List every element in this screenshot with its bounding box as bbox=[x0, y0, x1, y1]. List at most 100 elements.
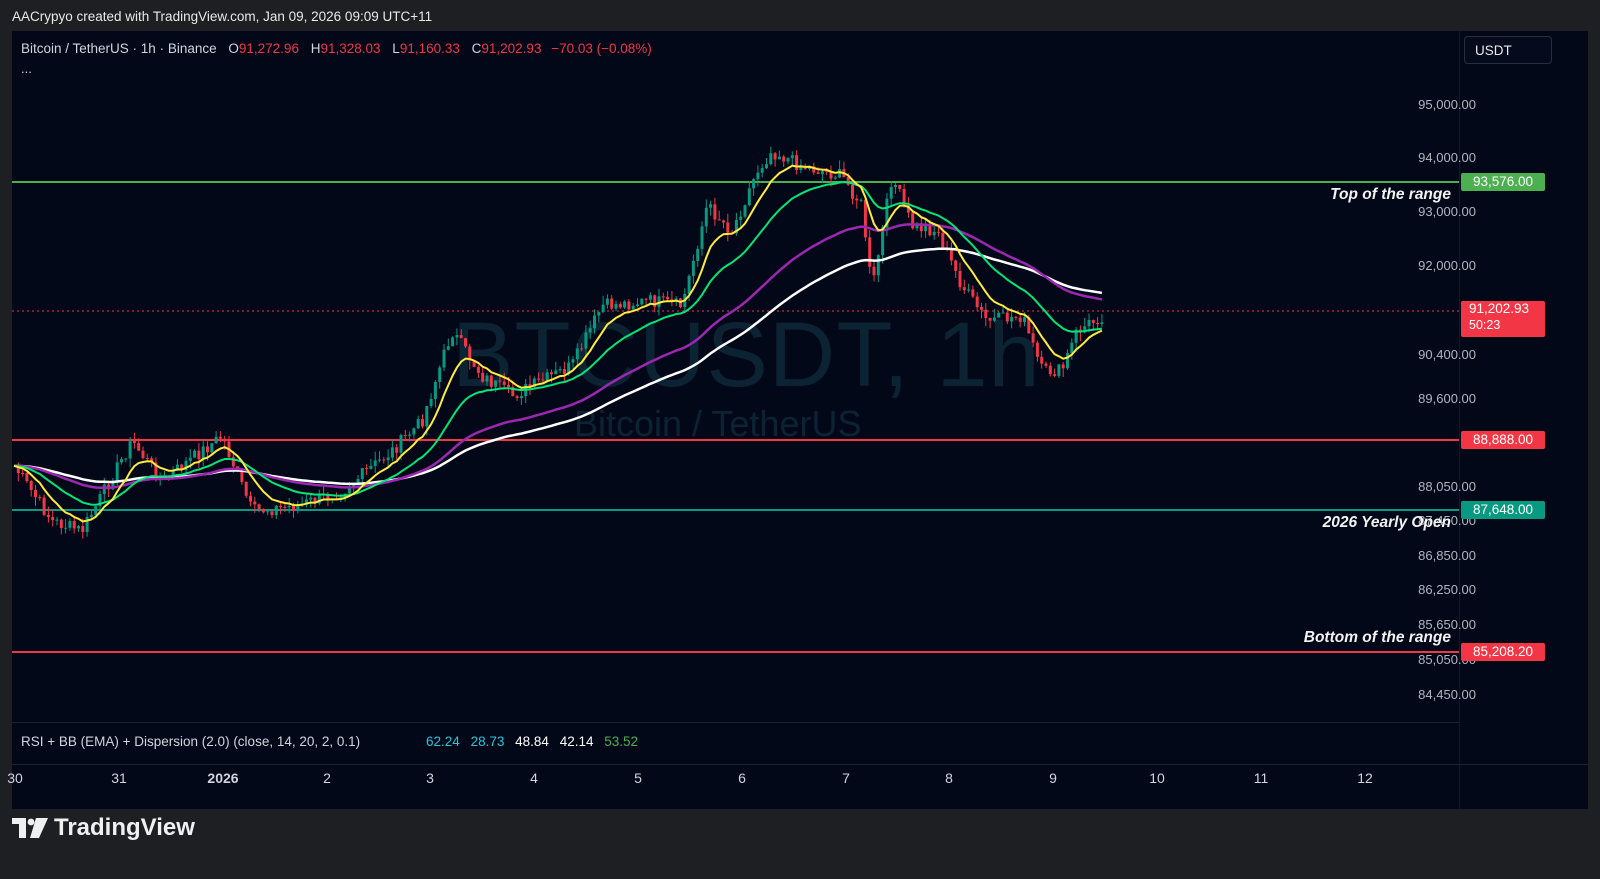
candle-body bbox=[89, 514, 93, 518]
candle-body bbox=[201, 446, 205, 460]
candle-body bbox=[261, 508, 265, 513]
candle-body bbox=[928, 225, 932, 236]
candle-body bbox=[59, 519, 63, 529]
candle-body bbox=[618, 303, 622, 308]
change-value: −70.03 (−0.08%) bbox=[551, 41, 652, 56]
yearly-open-annotation[interactable]: 2026 Yearly Open bbox=[1322, 514, 1451, 531]
candle-body bbox=[743, 205, 747, 217]
candle-body bbox=[859, 199, 863, 201]
candle-body bbox=[115, 462, 119, 482]
candle-body bbox=[932, 231, 936, 236]
candle-body bbox=[1100, 322, 1104, 325]
time-axis[interactable]: 30 31 2026 2 3 4 5 6 7 8 9 10 11 12 bbox=[7, 764, 1588, 810]
bottom-range-price-tag: 85,208.20 bbox=[1461, 643, 1545, 661]
candle-body bbox=[137, 443, 141, 451]
candle-body bbox=[481, 372, 485, 382]
candle-body bbox=[851, 184, 854, 199]
candle-body bbox=[433, 382, 437, 399]
symbol-watermark-name: Bitcoin / TetherUS bbox=[574, 403, 862, 444]
candle-body bbox=[799, 166, 803, 170]
candle-body bbox=[640, 298, 644, 305]
candle-body bbox=[72, 521, 76, 529]
price-tick: 93,000.00 bbox=[1418, 204, 1476, 219]
time-tick: 7 bbox=[842, 770, 850, 786]
candle-body bbox=[1057, 364, 1061, 376]
candle-body bbox=[175, 464, 179, 471]
price-tick: 89,600.00 bbox=[1418, 391, 1476, 406]
candle-body bbox=[941, 232, 945, 249]
candle-body bbox=[472, 360, 476, 367]
more-options-icon[interactable]: ... bbox=[21, 61, 32, 76]
candle-body bbox=[1070, 342, 1074, 354]
candle-body bbox=[81, 526, 85, 532]
current-price-tag: 91,202.93 50:23 bbox=[1461, 301, 1545, 337]
currency-selector[interactable]: USDT bbox=[1464, 36, 1552, 64]
tradingview-logo[interactable]: TradingView bbox=[12, 814, 195, 842]
candle-body bbox=[1027, 317, 1031, 334]
candle-body bbox=[425, 405, 429, 427]
bottom-range-annotation[interactable]: Bottom of the range bbox=[1303, 629, 1451, 646]
candle-body bbox=[77, 526, 80, 529]
candle-body bbox=[489, 375, 493, 387]
top-range-annotation[interactable]: Top of the range bbox=[1330, 186, 1451, 203]
candle-body bbox=[777, 156, 781, 160]
candle-body bbox=[537, 378, 541, 380]
candle-body bbox=[85, 517, 89, 532]
candle-body bbox=[593, 315, 596, 329]
candle-body bbox=[42, 497, 46, 515]
candle-body bbox=[197, 450, 201, 460]
candle-body bbox=[1087, 320, 1091, 327]
candle-body bbox=[180, 464, 184, 471]
rsi-values: 62.24 28.73 48.84 42.14 53.52 bbox=[426, 734, 645, 749]
ema-slow-line bbox=[13, 223, 1103, 489]
candle-body bbox=[958, 270, 962, 288]
candle-body bbox=[317, 493, 321, 504]
candle-body bbox=[760, 168, 764, 173]
candle-body bbox=[1083, 326, 1087, 333]
chart-frame[interactable]: BTCUSDT, 1h Bitcoin / TetherUS Bitcoin /… bbox=[7, 31, 1588, 810]
candle-body bbox=[292, 506, 295, 512]
time-tick: 11 bbox=[1253, 770, 1269, 786]
mid-level-price-tag: 88,888.00 bbox=[1461, 431, 1545, 449]
candle-body bbox=[937, 231, 940, 233]
candle-body bbox=[511, 386, 515, 397]
candle-body bbox=[558, 369, 562, 371]
symbol-info[interactable]: Bitcoin / TetherUS · 1h · Binance O91,27… bbox=[21, 41, 652, 56]
candle-body bbox=[274, 505, 278, 516]
candle-body bbox=[752, 179, 756, 189]
rsi-value: 53.52 bbox=[604, 734, 639, 749]
candle-body bbox=[240, 469, 244, 482]
candle-body bbox=[468, 346, 472, 361]
candle-body bbox=[747, 188, 751, 206]
candle-body bbox=[1096, 323, 1100, 325]
candle-body bbox=[184, 460, 188, 471]
candle-body bbox=[326, 493, 330, 500]
candle-body bbox=[438, 367, 442, 383]
candle-body bbox=[1066, 353, 1069, 369]
candle-body bbox=[412, 428, 416, 435]
candle-body bbox=[210, 443, 214, 453]
candle-body bbox=[154, 462, 158, 480]
candle-body bbox=[206, 446, 209, 453]
price-chart[interactable] bbox=[12, 31, 1588, 809]
high-value: 91,328.03 bbox=[320, 41, 381, 56]
time-tick: 5 bbox=[634, 770, 642, 786]
candle-body bbox=[270, 511, 274, 516]
candle-body bbox=[734, 219, 738, 234]
rsi-indicator-label[interactable]: RSI + BB (EMA) + Dispersion (2.0) (close… bbox=[21, 734, 361, 749]
candle-body bbox=[442, 349, 446, 368]
candle-body bbox=[94, 506, 98, 515]
candle-body bbox=[244, 481, 248, 496]
candle-body bbox=[601, 304, 605, 313]
time-tick: 2026 bbox=[207, 770, 239, 786]
candle-body bbox=[704, 207, 708, 227]
candle-body bbox=[962, 287, 966, 291]
price-tick: 88,050.00 bbox=[1418, 479, 1476, 494]
candle-body bbox=[102, 484, 106, 495]
candle-body bbox=[550, 372, 553, 375]
candle-body bbox=[390, 447, 394, 458]
candle-body bbox=[132, 440, 136, 444]
candle-body bbox=[709, 204, 713, 208]
candle-body bbox=[567, 362, 571, 374]
candle-body bbox=[657, 296, 661, 307]
